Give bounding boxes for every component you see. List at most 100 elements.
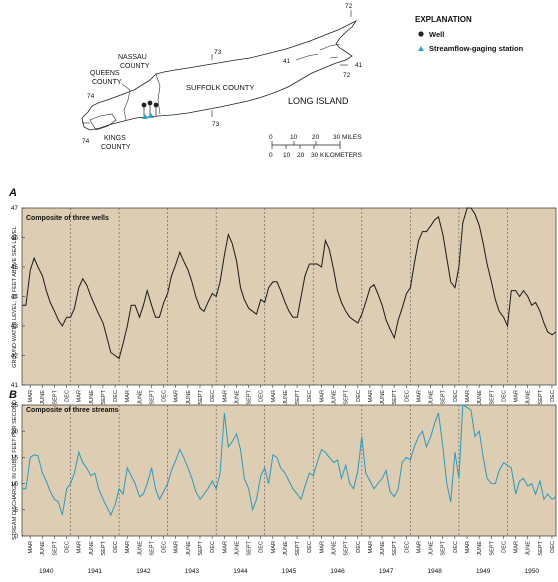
year-label: 1946 <box>330 568 345 575</box>
shore-detail <box>295 43 341 61</box>
month-label: DEC <box>501 541 507 553</box>
year-label: 1944 <box>233 568 248 575</box>
month-label: SEPT <box>247 389 253 404</box>
queens-label: QUEENS <box>90 70 120 77</box>
month-label: DEC <box>550 541 556 553</box>
y-tick-label: 46 <box>11 235 19 242</box>
month-label: JUNE <box>477 541 483 556</box>
month-label: SEPT <box>101 540 107 555</box>
meridian-label: 73 <box>212 121 220 128</box>
well-dot <box>141 102 147 108</box>
month-label: JUNE <box>380 390 386 405</box>
nassau-label: COUNTY <box>120 63 150 70</box>
scale-km-label: 0 <box>269 152 273 159</box>
month-label: JUNE <box>89 390 95 405</box>
month-label: JUNE <box>40 541 46 556</box>
y-tick-label: 0 <box>14 533 18 540</box>
annotation-b: Composite of three streams <box>26 407 119 414</box>
scale-miles-label: 30 MILES <box>333 134 362 141</box>
series-line <box>22 404 557 517</box>
month-label: DEC <box>356 541 362 553</box>
month-label: SEPT <box>441 540 447 555</box>
scale-km-label: 10 <box>283 152 291 159</box>
month-label: JUNE <box>526 541 532 556</box>
month-label: MAR <box>368 390 374 402</box>
panel-letter-a: A <box>8 187 17 199</box>
kings-label: COUNTY <box>101 144 131 151</box>
panel-letter-b: B <box>9 389 17 401</box>
month-label: JUNE <box>283 390 289 405</box>
year-label: 1945 <box>282 568 297 575</box>
scale-miles-label: 10 <box>290 134 298 141</box>
meridian-label: 41 <box>355 62 363 69</box>
month-label: DEC <box>307 390 313 402</box>
meridian-label: 72 <box>343 72 351 79</box>
month-label: MAR <box>125 390 131 402</box>
year-label: 1940 <box>39 568 54 575</box>
month-label: MAR <box>465 390 471 402</box>
nassau-label: NASSAU <box>118 54 147 61</box>
month-label: SEPT <box>538 540 544 555</box>
month-label: MAR <box>125 541 131 553</box>
month-label: MAR <box>319 390 325 402</box>
y-axis-title-a: GROUND-WATER LEVEL, IN FEET ABOVE SEA LE… <box>12 226 18 368</box>
annotation-a: Composite of three wells <box>26 215 109 222</box>
month-label: SEPT <box>295 389 301 404</box>
month-label: DEC <box>259 390 265 402</box>
long-island-outline <box>81 19 358 131</box>
month-label: SEPT <box>538 389 544 404</box>
month-label: JUNE <box>186 541 192 556</box>
month-label: MAR <box>77 541 83 553</box>
month-label: SEPT <box>149 389 155 404</box>
month-label: MAR <box>319 541 325 553</box>
month-label: JUNE <box>234 390 240 405</box>
year-label: 1943 <box>185 568 200 575</box>
month-label: MAR <box>271 390 277 402</box>
stream-station-triangle <box>148 113 154 118</box>
meridian-label: 73 <box>214 49 222 56</box>
month-label: JUNE <box>477 390 483 405</box>
legend-well-icon <box>418 31 424 37</box>
y-tick-label: 42 <box>11 353 19 360</box>
year-label: 1949 <box>476 568 491 575</box>
month-label: SEPT <box>198 540 204 555</box>
plot-area <box>21 207 557 386</box>
month-label: MAR <box>174 390 180 402</box>
month-label: SEPT <box>52 540 58 555</box>
month-label: MAR <box>416 541 422 553</box>
month-label: SEPT <box>441 389 447 404</box>
scale-km-label: 30 KILOMETERS <box>311 152 363 159</box>
month-label: JUNE <box>234 541 240 556</box>
month-label: MAR <box>28 390 34 402</box>
stream-station-triangle <box>142 114 148 119</box>
series-line <box>22 207 557 360</box>
y-tick-label: 44 <box>11 294 19 301</box>
month-label: DEC <box>65 390 71 402</box>
well-markers <box>141 100 159 119</box>
y-tick-label: 20 <box>11 428 19 435</box>
month-label: SEPT <box>489 540 495 555</box>
month-label: DEC <box>307 541 313 553</box>
year-label: 1942 <box>136 568 151 575</box>
legend-stream-icon <box>418 46 424 51</box>
month-label: SEPT <box>52 389 58 404</box>
y-axis-title-b: STREAM DISCHARGE, IN CUBIC FEET PER SECO… <box>12 400 18 540</box>
month-label: DEC <box>501 390 507 402</box>
month-label: DEC <box>453 541 459 553</box>
y-tick-label: 10 <box>11 481 19 488</box>
y-tick-label: 15 <box>11 455 19 462</box>
month-label: SEPT <box>101 389 107 404</box>
month-label: SEPT <box>344 389 350 404</box>
month-label: DEC <box>404 390 410 402</box>
y-tick-label: 25 <box>11 402 19 409</box>
meridian-label: 74 <box>87 93 95 100</box>
month-label: JUNE <box>283 541 289 556</box>
month-label: JUNE <box>380 541 386 556</box>
long-island-label: LONG ISLAND <box>288 96 349 106</box>
month-label: SEPT <box>247 540 253 555</box>
month-label: DEC <box>404 541 410 553</box>
month-label: JUNE <box>429 541 435 556</box>
month-label: DEC <box>259 541 265 553</box>
month-label: DEC <box>162 541 168 553</box>
explanation-title: EXPLANATION <box>415 15 472 24</box>
